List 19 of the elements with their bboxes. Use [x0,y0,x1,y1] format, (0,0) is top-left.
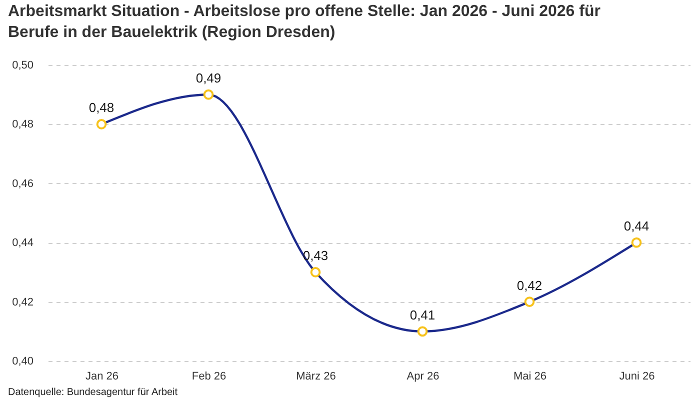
data-label: 0,42 [516,278,542,293]
x-tick-label: Jan 26 [85,370,119,382]
y-tick-label: 0,50 [12,60,34,72]
y-tick-label: 0,48 [12,118,34,131]
x-tick-label: Juni 26 [619,370,655,382]
x-tick-label: Feb 26 [192,370,226,382]
y-tick-label: 0,40 [12,356,34,368]
text: Datenquelle: Bundesagentur für Arbeit [8,387,178,399]
y-tick-label: 0,46 [12,178,34,190]
x-tick-label: März 26 [296,370,336,382]
data-label: 0,49 [196,70,222,86]
data-label: 0,48 [88,100,114,116]
x-tick-label: Mai 26 [513,370,547,382]
y-tick-label: 0,44 [12,237,34,250]
data-label: 0,41 [410,307,436,322]
y-tick-label: 0,42 [12,296,34,308]
data-label: 0,44 [624,218,650,234]
x-tick-label: Apr 26 [406,370,440,382]
chart-title: Arbeitsmarkt Situation - Arbeitslose pro offene Stelle: Jan 2026 - Juni 2026 für Berufe in der Bauelektrik (Region Dresden) [8,3,600,41]
